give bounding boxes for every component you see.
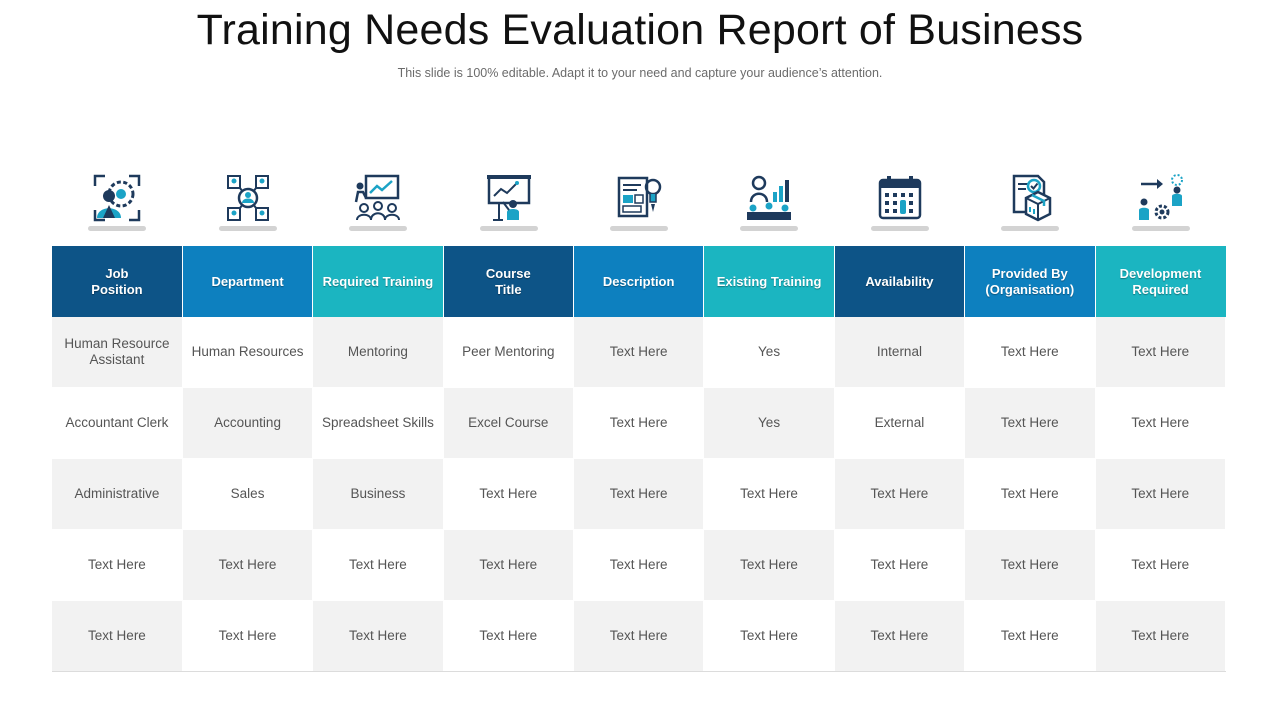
table-cell: Text Here xyxy=(52,600,183,672)
table-cell: Text Here xyxy=(443,600,575,672)
table-cell: Text Here xyxy=(964,529,1096,601)
header-existing-training: Existing Training xyxy=(703,246,835,317)
table-cell: Business xyxy=(312,458,444,530)
column-icons-row xyxy=(52,172,1226,234)
table-cell: Text Here xyxy=(312,600,444,672)
header-development-required: Development Required xyxy=(1095,246,1226,317)
table-cell: Accountant Clerk xyxy=(52,387,183,459)
table-cell: Text Here xyxy=(182,529,314,601)
table-cell: Text Here xyxy=(182,600,314,672)
table-cell: Text Here xyxy=(52,529,183,601)
table-cell: Yes xyxy=(703,317,835,388)
table-cell: Text Here xyxy=(1095,458,1226,530)
table-cell: Spreadsheet Skills xyxy=(312,387,444,459)
table-cell: Excel Course xyxy=(443,387,575,459)
table-cell: Text Here xyxy=(573,458,705,530)
header-course-title: Course Title xyxy=(443,246,575,317)
document-idea-icon xyxy=(617,176,662,218)
header-required-training: Required Training xyxy=(312,246,444,317)
table-cell: Text Here xyxy=(1095,529,1226,601)
table-cell: Text Here xyxy=(573,529,705,601)
career-path-icon xyxy=(1138,174,1183,220)
table-cell: Text Here xyxy=(834,600,966,672)
icon-shadow xyxy=(870,226,929,231)
icon-shadow xyxy=(218,226,277,231)
table-cell: Text Here xyxy=(834,529,966,601)
page-title: Training Needs Evaluation Report of Busi… xyxy=(196,6,1084,54)
table-row: Text Here Text Here Text Here Text Here Text… xyxy=(52,600,1226,672)
table-cell: External xyxy=(834,387,966,459)
table-cell: Peer Mentoring xyxy=(443,317,575,388)
table-cell: Text Here xyxy=(1095,317,1226,388)
table-cell: Text Here xyxy=(964,317,1096,388)
icon-cell xyxy=(443,172,573,234)
table-cell: Text Here xyxy=(703,600,835,672)
icon-shadow xyxy=(88,226,147,231)
icon-cell xyxy=(965,172,1095,234)
table-cell: Text Here xyxy=(964,387,1096,459)
gear-person-icon xyxy=(93,174,141,222)
icon-cell xyxy=(182,172,312,234)
table-cell: Human Resource Assistant xyxy=(52,317,183,388)
table-cell: Accounting xyxy=(182,387,314,459)
table-cell: Text Here xyxy=(703,458,835,530)
icon-shadow xyxy=(479,226,538,231)
table-body: Human Resource Assistant Human Resources M… xyxy=(52,317,1226,672)
header-department: Department xyxy=(182,246,314,317)
training-needs-table: Job Position Department Required Trainin… xyxy=(52,246,1226,672)
table-cell: Text Here xyxy=(443,529,575,601)
icon-shadow xyxy=(740,226,799,231)
icon-cell xyxy=(835,172,965,234)
table-cell: Text Here xyxy=(573,317,705,388)
table-cell: Text Here xyxy=(312,529,444,601)
header-description: Description xyxy=(573,246,705,317)
table-cell: Text Here xyxy=(573,387,705,459)
table-cell: Yes xyxy=(703,387,835,459)
table-cell: Text Here xyxy=(443,458,575,530)
icon-cell xyxy=(52,172,182,234)
icon-shadow xyxy=(1001,226,1060,231)
team-growth-chart-icon xyxy=(747,175,792,220)
header-job-position: Job Position xyxy=(52,246,183,317)
network-people-icon xyxy=(226,175,269,221)
icon-shadow xyxy=(349,226,408,231)
icon-shadow xyxy=(609,226,668,231)
table-cell: Sales xyxy=(182,458,314,530)
presentation-audience-icon xyxy=(354,174,401,221)
icon-cell xyxy=(1096,172,1226,234)
table-cell: Text Here xyxy=(964,458,1096,530)
table-row: Human Resource Assistant Human Resources M… xyxy=(52,317,1226,388)
table-row: Administrative Sales Business Text Here Text… xyxy=(52,458,1226,530)
header-provided-by: Provided By (Organisation) xyxy=(964,246,1096,317)
table-cell: Text Here xyxy=(1095,600,1226,672)
table-cell: Administrative xyxy=(52,458,183,530)
calendar-icon xyxy=(878,176,922,220)
table-header-row: Job Position Department Required Trainin… xyxy=(52,246,1226,317)
table-cell: Text Here xyxy=(964,600,1096,672)
package-certificate-icon xyxy=(1013,174,1052,222)
table-cell: Text Here xyxy=(834,458,966,530)
presenter-board-icon xyxy=(486,175,531,221)
table-row: Accountant Clerk Accounting Spreadsheet Sk… xyxy=(52,387,1226,459)
table-cell: Internal xyxy=(834,317,966,388)
page-subtitle: This slide is 100% editable. Adapt it to… xyxy=(397,66,883,80)
icon-cell xyxy=(704,172,834,234)
table-cell: Human Resources xyxy=(182,317,314,388)
icon-cell xyxy=(574,172,704,234)
icon-cell xyxy=(313,172,443,234)
table-cell: Text Here xyxy=(573,600,705,672)
table-cell: Text Here xyxy=(703,529,835,601)
table-cell: Mentoring xyxy=(312,317,444,388)
table-cell: Text Here xyxy=(1095,387,1226,459)
icon-shadow xyxy=(1131,226,1190,231)
header-availability: Availability xyxy=(834,246,966,317)
table-row: Text Here Text Here Text Here Text Here Text… xyxy=(52,529,1226,601)
